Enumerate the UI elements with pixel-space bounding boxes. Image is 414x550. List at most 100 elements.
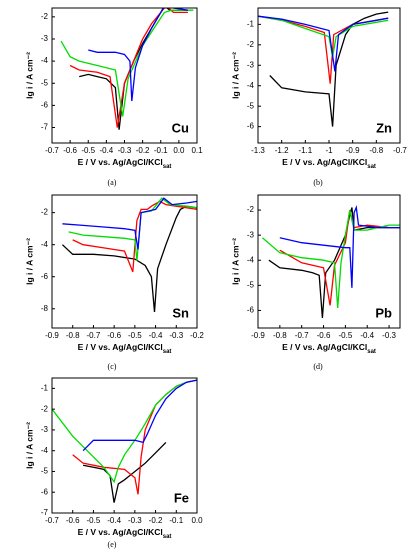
y-tick-label: -3 <box>41 425 49 434</box>
x-tick-label: -0.7 <box>393 146 407 155</box>
x-tick-label: -0.5 <box>128 331 142 340</box>
x-tick-label: -0.2 <box>136 146 150 155</box>
curve <box>258 15 389 58</box>
x-tick-label: -0.7 <box>87 331 101 340</box>
y-axis-label: lg i / A cm⁻² <box>230 238 240 285</box>
curve <box>61 205 197 313</box>
x-axis-label: E / V vs. Ag/AgCl/KClsat <box>78 157 172 169</box>
x-tick-label: 0.0 <box>173 146 185 155</box>
x-axis-label-sub: sat <box>163 349 172 355</box>
x-axis-label-main: E / V vs. Ag/AgCl/KCl <box>78 157 163 167</box>
y-tick-label: -5 <box>247 101 255 110</box>
curve <box>52 379 197 484</box>
x-tick-label: -0.9 <box>346 146 360 155</box>
y-tick-label: -3 <box>41 34 49 43</box>
x-tick-label: -0.9 <box>45 331 59 340</box>
x-tick-label: -0.5 <box>338 331 352 340</box>
y-tick-label: -1 <box>41 383 49 392</box>
caption: (c) <box>108 362 117 371</box>
curve <box>261 209 400 308</box>
y-axis-label: lg i / A cm⁻² <box>230 52 240 99</box>
curve <box>62 197 197 250</box>
x-tick-label: -0.7 <box>45 516 59 525</box>
y-tick-label: -7 <box>41 123 49 132</box>
caption: (a) <box>108 178 117 187</box>
curve <box>82 379 197 452</box>
x-axis-label-sub: sat <box>367 164 376 170</box>
annotation: Sn <box>172 305 189 320</box>
y-tick-label: -6 <box>247 122 255 131</box>
curve <box>268 207 400 319</box>
y-tick-label: -4 <box>247 81 255 90</box>
y-tick-label: -4 <box>247 255 255 264</box>
x-tick-label: -0.7 <box>45 146 59 155</box>
x-tick-label: -0.4 <box>99 146 113 155</box>
annotation: Pb <box>375 305 392 320</box>
caption: (b) <box>313 178 323 187</box>
x-axis-label: E / V vs. Ag/AgCl/KClsat <box>78 527 172 539</box>
curve <box>279 209 400 306</box>
y-tick-label: -2 <box>247 205 255 214</box>
x-tick-label: -1.3 <box>251 146 265 155</box>
x-tick-label: -0.3 <box>118 146 132 155</box>
panel: -0.7 -0.6 -0.5 -0.4 -0.3 -0.2 -0.1 0.0 -7 -6 -5 -4 -… <box>24 377 203 549</box>
y-tick-label: -2 <box>247 40 255 49</box>
y-tick-label: -4 <box>41 56 49 65</box>
y-tick-label: -4 <box>41 446 49 455</box>
y-axis-label: lg i / A cm⁻² <box>24 238 34 285</box>
x-tick-label: -0.8 <box>273 331 287 340</box>
panel: -0.9 -0.8 -0.7 -0.6 -0.5 -0.4 -0.3 -6 -5 -4 -3 -2 E … <box>230 194 401 371</box>
x-axis-label-main: E / V vs. Ag/AgCl/KCl <box>78 527 163 537</box>
y-tick-label: -7 <box>41 508 49 517</box>
x-tick-label: -0.8 <box>66 331 80 340</box>
x-tick-label: -0.4 <box>149 331 163 340</box>
y-tick-label: -5 <box>41 78 49 87</box>
y-axis-label: lg i / A cm⁻² <box>24 422 34 469</box>
curve <box>72 200 197 273</box>
panel: -1.3 -1.2 -1.1 -1 -0.9 -0.8 -0.7 -6 -5 -4 -3 -2 -1 E … <box>230 7 407 187</box>
y-tick-label: -2 <box>41 12 49 21</box>
panel: -0.9 -0.8 -0.7 -0.6 -0.5 -0.4 -0.3 -0.2 -8 -6 -4 -2… <box>24 194 204 371</box>
x-axis-label-sub: sat <box>367 349 376 355</box>
x-axis-label: E / V vs. Ag/AgCl/KClsat <box>282 157 376 169</box>
panel: -0.7 -0.6 -0.5 -0.4 -0.3 -0.2 -0.1 0.0 0.1 -7 -6 -5… <box>24 7 203 187</box>
curve <box>88 8 188 102</box>
x-tick-label: -0.6 <box>66 516 80 525</box>
x-tick-label: 0.1 <box>191 146 203 155</box>
curve <box>82 441 167 503</box>
x-axis-label-sub: sat <box>163 164 172 170</box>
y-tick-label: -3 <box>247 230 255 239</box>
x-tick-label: -0.6 <box>317 331 331 340</box>
x-tick-label: -0.5 <box>81 146 95 155</box>
y-tick-label: -6 <box>41 272 49 281</box>
curve <box>60 9 194 117</box>
x-tick-label: 0.0 <box>191 516 203 525</box>
y-tick-label: -1 <box>247 19 255 28</box>
y-tick-label: -2 <box>41 208 49 217</box>
x-tick-label: -0.3 <box>169 331 183 340</box>
x-tick-label: -0.3 <box>382 331 396 340</box>
annotation: Zn <box>376 120 392 135</box>
x-tick-label: -0.2 <box>149 516 163 525</box>
curve <box>258 15 389 84</box>
x-axis-label: E / V vs. Ag/AgCl/KClsat <box>78 342 172 354</box>
x-tick-label: -0.6 <box>63 146 77 155</box>
plot-frame <box>51 194 198 329</box>
x-tick-label: -0.8 <box>369 146 383 155</box>
x-tick-label: -0.5 <box>87 516 101 525</box>
y-axis-label: lg i / A cm⁻² <box>24 52 34 99</box>
x-tick-label: -0.9 <box>251 331 265 340</box>
x-tick-label: -1.1 <box>298 146 312 155</box>
curve <box>279 205 400 288</box>
x-tick-label: -0.1 <box>169 516 183 525</box>
y-tick-label: -5 <box>41 467 49 476</box>
caption: (e) <box>108 540 117 549</box>
x-axis-label-main: E / V vs. Ag/AgCl/KCl <box>282 342 367 352</box>
x-tick-label: -0.3 <box>128 516 142 525</box>
caption: (d) <box>313 362 323 371</box>
x-tick-label: -0.1 <box>154 146 168 155</box>
curve <box>72 379 197 495</box>
curve <box>258 15 389 72</box>
